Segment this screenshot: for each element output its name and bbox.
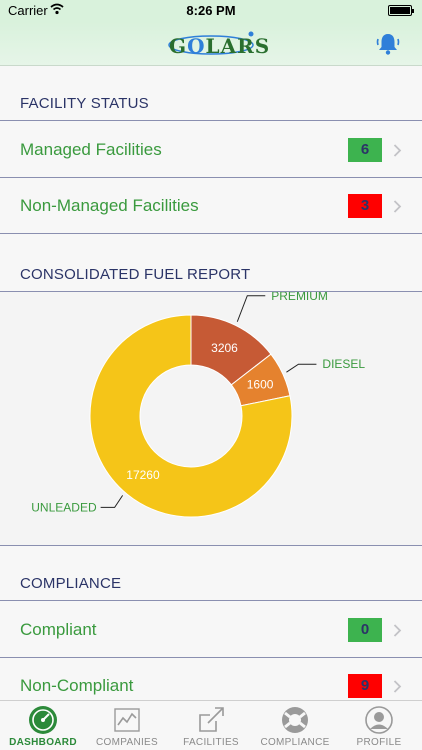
tab-label: PROFILE bbox=[356, 737, 402, 748]
slice-value-label: 1600 bbox=[247, 377, 274, 391]
non-compliant-count: 9 bbox=[348, 674, 382, 698]
non-managed-facilities-row[interactable]: Non-Managed Facilities 3 bbox=[0, 178, 422, 234]
non-managed-facilities-label: Non-Managed Facilities bbox=[20, 196, 199, 215]
app-header: GOLARS bbox=[0, 22, 422, 66]
tab-facilities[interactable]: FACILITIES bbox=[169, 701, 253, 750]
slice-category-label: DIESEL bbox=[322, 357, 365, 371]
notification-bell-icon[interactable] bbox=[374, 30, 402, 58]
carrier-label: Carrier bbox=[8, 3, 48, 18]
slice-leader-line bbox=[286, 363, 317, 373]
non-managed-facilities-count: 3 bbox=[348, 194, 382, 218]
external-link-icon bbox=[199, 707, 224, 732]
pie-slice-unleaded bbox=[89, 314, 293, 518]
tab-dashboard[interactable]: DASHBOARD bbox=[1, 701, 85, 750]
managed-facilities-count: 6 bbox=[348, 138, 382, 162]
logo-text: GOLARS bbox=[169, 34, 271, 58]
status-time: 8:26 PM bbox=[186, 3, 236, 18]
speedometer-icon bbox=[29, 706, 57, 734]
compliant-label: Compliant bbox=[20, 620, 97, 639]
facility-status-header: FACILITY STATUS bbox=[0, 67, 422, 121]
compliant-count: 0 bbox=[348, 618, 382, 642]
tab-label: FACILITIES bbox=[183, 737, 239, 748]
chevron-right-icon bbox=[393, 200, 402, 213]
managed-facilities-row[interactable]: Managed Facilities 6 bbox=[0, 122, 422, 178]
slice-leader-line bbox=[236, 295, 266, 322]
facility-status-title: FACILITY STATUS bbox=[20, 95, 149, 112]
golars-logo: GOLARS bbox=[165, 28, 269, 60]
tab-label: DASHBOARD bbox=[9, 737, 77, 748]
status-bar: Carrier 8:26 PM bbox=[0, 0, 422, 22]
support-icon bbox=[282, 707, 308, 733]
fuel-report-title: CONSOLIDATED FUEL REPORT bbox=[20, 266, 251, 283]
slice-category-label: UNLEADED bbox=[31, 500, 97, 514]
tab-companies[interactable]: COMPANIES bbox=[85, 701, 169, 750]
tab-label: COMPANIES bbox=[96, 737, 158, 748]
logo-swoosh-icon bbox=[168, 31, 254, 55]
chevron-right-icon bbox=[393, 624, 402, 637]
fuel-report-header: CONSOLIDATED FUEL REPORT bbox=[0, 235, 422, 292]
tab-profile[interactable]: PROFILE bbox=[337, 701, 421, 750]
bottom-tab-bar: DASHBOARD COMPANIES FACILITIES COMPLIANC… bbox=[0, 700, 422, 750]
fuel-chart-area: 3206 PREMIUM 1600 DIESEL 17260 UNLEADED bbox=[0, 289, 422, 546]
compliance-header: COMPLIANCE bbox=[0, 547, 422, 601]
chevron-right-icon bbox=[393, 680, 402, 693]
managed-facilities-label: Managed Facilities bbox=[20, 140, 162, 159]
compliance-title: COMPLIANCE bbox=[20, 575, 122, 592]
tab-label: COMPLIANCE bbox=[260, 737, 330, 748]
user-icon bbox=[365, 706, 393, 734]
slice-leader-line bbox=[100, 495, 124, 508]
tab-compliance[interactable]: COMPLIANCE bbox=[253, 701, 337, 750]
fuel-donut-chart: 3206 PREMIUM 1600 DIESEL 17260 UNLEADED bbox=[31, 289, 365, 518]
wifi-icon bbox=[50, 3, 64, 15]
compliant-row[interactable]: Compliant 0 bbox=[0, 602, 422, 658]
chevron-right-icon bbox=[393, 144, 402, 157]
slice-category-label: PREMIUM bbox=[271, 292, 328, 303]
battery-icon bbox=[388, 5, 414, 16]
non-compliant-label: Non-Compliant bbox=[20, 676, 134, 695]
slice-value-label: 3206 bbox=[211, 341, 238, 355]
slice-value-label: 17260 bbox=[126, 468, 160, 482]
line-chart-icon bbox=[114, 708, 140, 732]
